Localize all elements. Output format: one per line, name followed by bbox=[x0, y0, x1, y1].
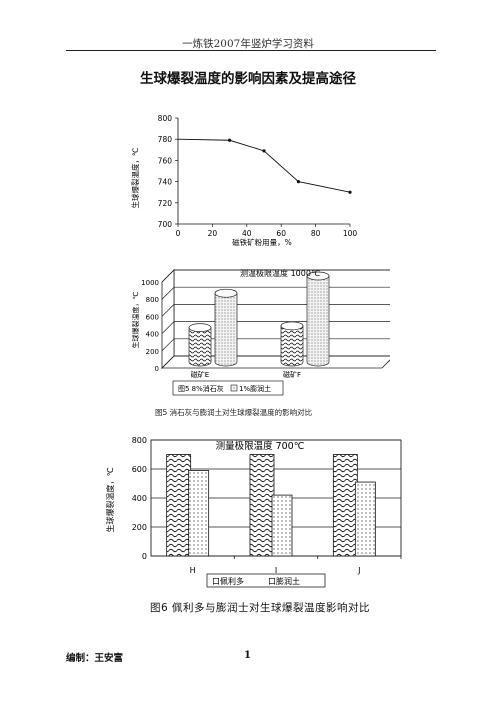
x-tick-label: 40 bbox=[242, 229, 252, 238]
bar-chart-bars bbox=[166, 454, 376, 557]
bar-chart-y-axis-label: 生球爆裂温度，℃ bbox=[105, 467, 115, 532]
line-chart-ticks: 0 20 40 60 80 100 700 720 740 760 780 800 bbox=[158, 114, 358, 238]
bar-chart-legend: 口佩利多 口膨润土 bbox=[206, 573, 326, 588]
legend-label-lime: 图5 8%消石灰 bbox=[178, 384, 224, 393]
y-tick-label: 200 bbox=[146, 348, 159, 356]
legend-label-bentonite: 口膨润土 bbox=[268, 576, 300, 586]
bar bbox=[271, 494, 293, 557]
x-tick-label: 0 bbox=[176, 229, 181, 238]
y-tick-label: 600 bbox=[146, 313, 159, 321]
gridline bbox=[161, 269, 390, 283]
bar bbox=[354, 481, 376, 557]
line-chart-axes bbox=[177, 118, 350, 225]
x-tick-label: J bbox=[357, 566, 360, 575]
y-tick-label: 1000 bbox=[141, 279, 159, 287]
cylinder-chart-bars: 磁矿E 磁矿F bbox=[188, 271, 330, 379]
bar bbox=[249, 454, 275, 557]
line-chart-series bbox=[177, 138, 352, 194]
x-tick-label: 磁矿E bbox=[191, 370, 209, 379]
y-tick-label: 400 bbox=[146, 331, 159, 339]
header-rule bbox=[66, 50, 436, 51]
running-header: 一炼铁2007年竖炉学习资料 bbox=[182, 38, 314, 50]
legend-label-peridur: 口佩利多 bbox=[212, 576, 244, 586]
bar-cylinder bbox=[280, 325, 304, 367]
y-tick-label: 700 bbox=[158, 220, 173, 229]
data-point bbox=[262, 149, 266, 153]
y-tick-label: 600 bbox=[132, 465, 147, 474]
data-point bbox=[228, 138, 232, 142]
x-tick-label: 20 bbox=[208, 229, 218, 238]
x-tick-label: 100 bbox=[343, 229, 358, 238]
bar bbox=[166, 454, 192, 557]
y-tick-label: 780 bbox=[158, 135, 173, 144]
y-tick-label: 400 bbox=[132, 494, 147, 503]
bar-chart-title: 测量极限温度 700℃ bbox=[216, 440, 305, 452]
bar bbox=[188, 470, 210, 557]
line-chart-x-axis-label: 磁铁矿粉用量，% bbox=[232, 237, 292, 247]
footer-editor: 编制：王安富 bbox=[66, 653, 124, 664]
side-wall bbox=[161, 269, 175, 369]
legend-label-bentonite: 1%膨润土 bbox=[239, 384, 271, 393]
cylinder-bar-chart: 0 200 400 600 800 1000 磁矿E 磁矿F 测温极限温度 1000℃ 生球… bbox=[131, 268, 390, 396]
data-point bbox=[296, 180, 300, 184]
series-line bbox=[177, 138, 351, 193]
y-tick-label: 0 bbox=[155, 365, 159, 373]
bar-cylinder-top bbox=[214, 288, 238, 298]
y-tick-label: 0 bbox=[142, 552, 147, 561]
figure-6-caption: 图6 佩利多与膨润士对生球爆裂温度影响对比 bbox=[150, 602, 371, 614]
x-tick-label: I bbox=[275, 566, 277, 575]
data-point bbox=[348, 190, 352, 194]
y-tick-label: 760 bbox=[158, 156, 173, 165]
cylinder-chart-title: 测温极限温度 1000℃ bbox=[240, 268, 320, 278]
bar bbox=[332, 454, 358, 557]
bar-cylinder bbox=[188, 327, 212, 367]
bar-cylinder bbox=[306, 275, 330, 367]
x-tick-label: 80 bbox=[311, 229, 321, 238]
x-tick-label: 60 bbox=[276, 229, 286, 238]
y-tick-label: 740 bbox=[158, 178, 173, 187]
bar-chart: 0 200 400 600 800 H I J 测量极限温度 700℃ 生球爆裂温度，℃ 口佩… bbox=[105, 436, 402, 588]
page-title: 生球爆裂温度的影响因素及提高途径 bbox=[140, 71, 356, 87]
page-number: 1 bbox=[244, 650, 251, 661]
figure-5-caption: 图5 消石灰与膨润土对生球爆裂温度的影响对比 bbox=[155, 408, 313, 417]
cylinder-chart-legend: 图5 8%消石灰 1%膨润土 bbox=[172, 380, 284, 396]
bar-cylinder bbox=[214, 292, 238, 367]
cylinder-chart-y-axis-label: 生球爆裂温度，℃ bbox=[131, 291, 140, 348]
bar-cylinder-top bbox=[306, 271, 330, 281]
y-tick-label: 800 bbox=[132, 436, 147, 445]
y-tick-label: 800 bbox=[158, 114, 173, 123]
y-tick-label: 720 bbox=[158, 199, 173, 208]
line-chart-y-axis-label: 生球爆裂温度，℃ bbox=[130, 148, 140, 209]
bar-cylinder-top bbox=[188, 323, 212, 332]
y-tick-label: 200 bbox=[132, 523, 147, 532]
bar-cylinder-top bbox=[280, 321, 304, 331]
x-tick-label: H bbox=[190, 566, 196, 575]
x-tick-label: 磁矿F bbox=[283, 370, 301, 379]
y-tick-label: 800 bbox=[146, 296, 159, 304]
